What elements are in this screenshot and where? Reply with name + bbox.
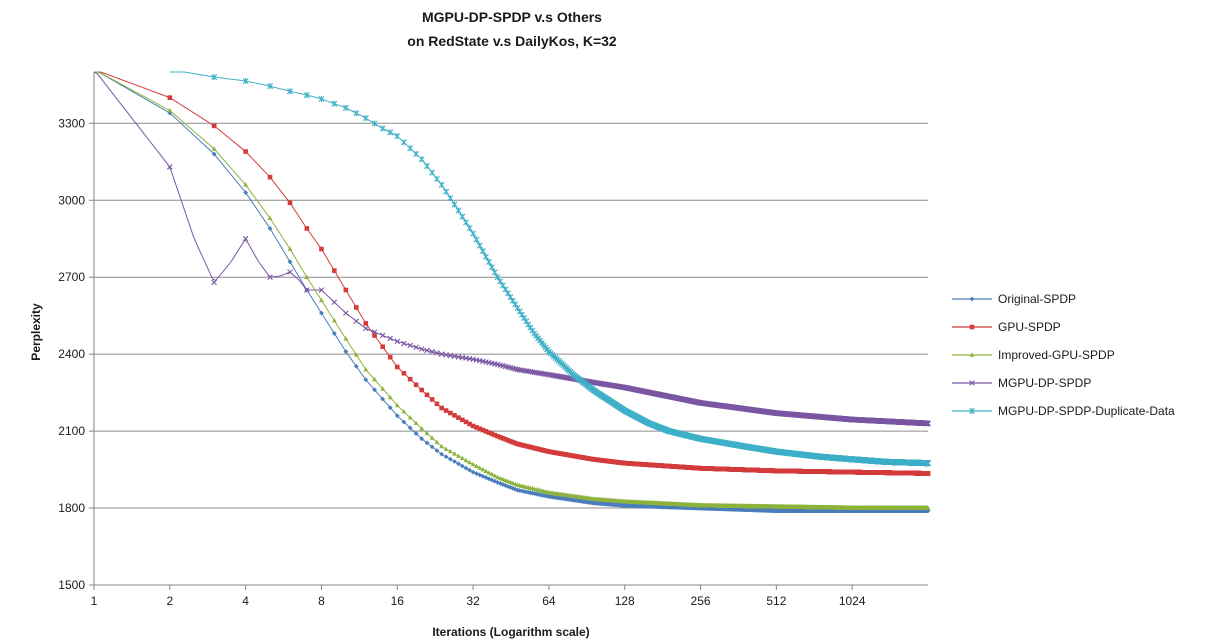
- data-point: [267, 174, 273, 180]
- data-point: [211, 123, 217, 129]
- data-point: [452, 459, 457, 464]
- data-point: [394, 413, 400, 419]
- data-point: [319, 310, 324, 316]
- data-point: [243, 190, 249, 195]
- data-point: [353, 363, 359, 369]
- data-point: [439, 405, 444, 411]
- data-point: [211, 151, 217, 157]
- data-point: [243, 149, 248, 154]
- data-point: [380, 396, 386, 402]
- data-point: [463, 465, 469, 471]
- data-point: [447, 456, 453, 462]
- data-point: [443, 454, 449, 460]
- data-point: [380, 344, 385, 350]
- data-point: [419, 436, 425, 442]
- data-point: [456, 461, 461, 467]
- data-point: [419, 387, 424, 393]
- data-point: [448, 410, 453, 416]
- data-point: [477, 472, 483, 478]
- data-point: [363, 321, 369, 326]
- data-point: [267, 226, 273, 231]
- data-point: [424, 440, 430, 446]
- data-point: [167, 110, 173, 116]
- data-point: [343, 349, 349, 354]
- data-point: [443, 408, 449, 413]
- data-point: [424, 392, 430, 398]
- series-layer: [93, 71, 931, 514]
- data-point: [287, 200, 293, 206]
- data-point: [331, 331, 337, 336]
- data-point: [467, 467, 473, 473]
- data-point: [353, 305, 359, 310]
- data-point: [343, 287, 349, 293]
- data-point: [500, 482, 506, 487]
- data-point: [452, 413, 457, 418]
- data-point: [387, 354, 393, 360]
- data-point: [319, 246, 324, 252]
- gridlines: [94, 122, 928, 509]
- data-point: [304, 226, 310, 231]
- series-line: [94, 71, 928, 512]
- data-point: [459, 463, 465, 469]
- data-point: [372, 387, 377, 393]
- data-point: [332, 268, 337, 273]
- chart-title-line-1: MGPU-DP-SPDP v.s Others: [422, 9, 602, 25]
- data-point: [434, 401, 440, 407]
- data-point: [401, 419, 407, 425]
- chart-title-line-2: on RedState v.s DailyKos, K=32: [407, 33, 617, 49]
- data-point: [407, 376, 413, 382]
- data-point: [407, 425, 413, 431]
- data-point: [925, 471, 931, 476]
- data-point: [387, 405, 393, 411]
- data-point: [503, 483, 508, 488]
- series-original-spdp: [94, 71, 931, 514]
- data-point: [413, 382, 419, 388]
- data-point: [429, 397, 435, 402]
- data-point: [413, 431, 419, 436]
- data-point: [167, 95, 173, 100]
- data-point: [474, 471, 479, 476]
- data-point: [287, 259, 293, 265]
- data-point: [434, 448, 440, 453]
- data-point: [394, 364, 400, 370]
- data-point: [439, 451, 445, 457]
- data-point: [429, 444, 435, 450]
- data-point: [401, 370, 407, 376]
- data-point: [363, 377, 369, 383]
